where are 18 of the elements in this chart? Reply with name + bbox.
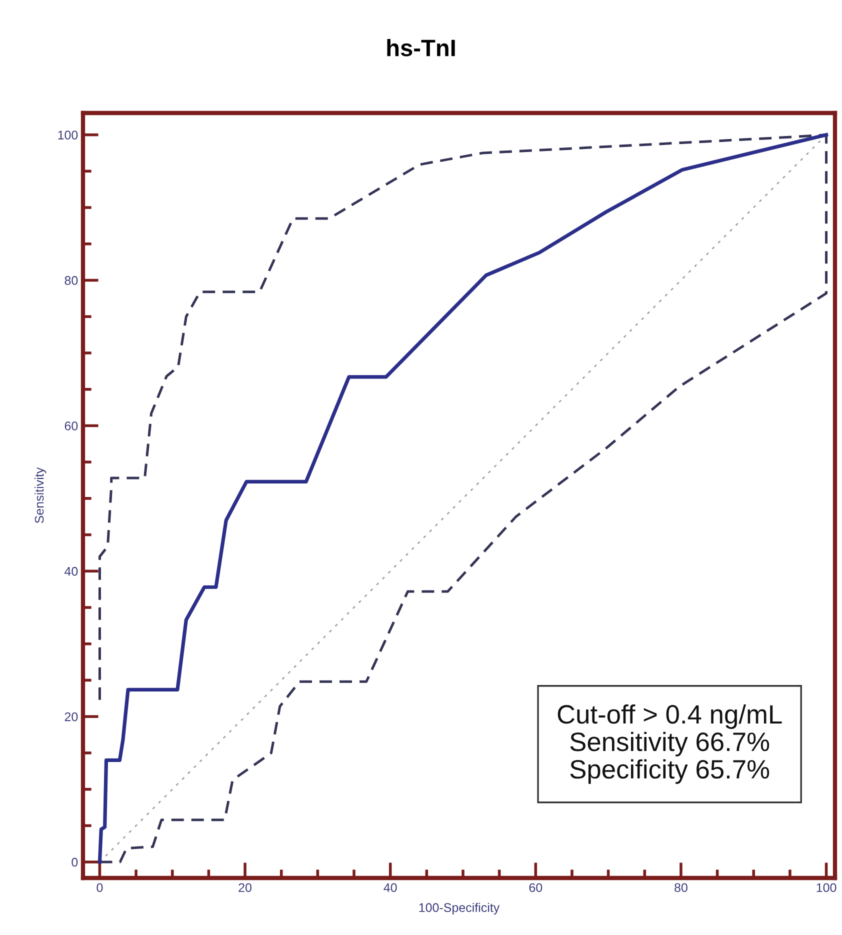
x-tick-label: 40 [384, 883, 397, 892]
annotation: Specificity 65.7% [570, 759, 770, 784]
y-tick-label: 100 [58, 130, 78, 140]
x-tick-label: 0 [96, 883, 103, 892]
annotation: Sensitivity 66.7% [570, 732, 770, 756]
y-tick-label: 0 [72, 858, 78, 867]
y-axis-title: Sensitivity [34, 467, 46, 524]
y-tick-label: 40 [64, 566, 78, 576]
x-tick-label: 20 [238, 883, 252, 892]
x-axis-title: 100-Specificity [419, 902, 500, 914]
y-tick-label: 60 [64, 421, 78, 430]
y-tick-label: 20 [64, 712, 78, 722]
x-tick-label: 100 [816, 883, 836, 892]
annotation: Cut-off > 0.4 ng/mL [558, 704, 782, 729]
chart-title: hs-TnI [387, 38, 455, 56]
x-tick-label: 60 [529, 883, 542, 892]
y-tick-label: 80 [64, 276, 78, 285]
x-tick-label: 80 [674, 883, 688, 892]
